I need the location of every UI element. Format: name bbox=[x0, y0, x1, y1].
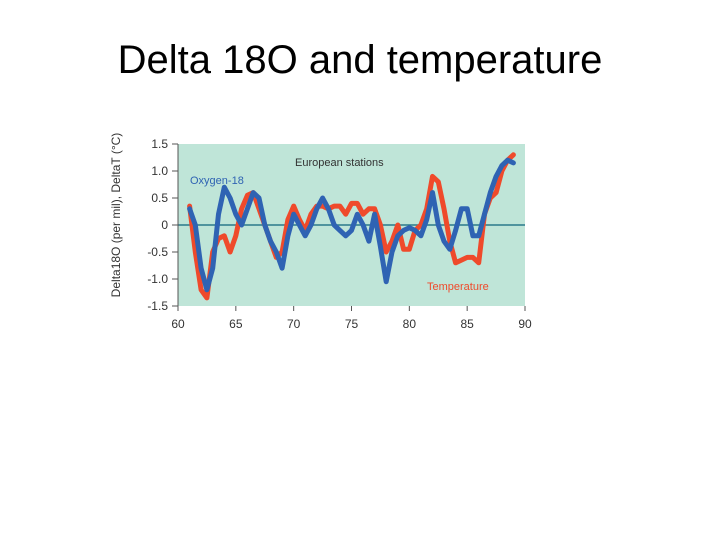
y-tick-label: 0.5 bbox=[151, 191, 168, 205]
y-axis-label: Delta18O (per mil), DeltaT (°C) bbox=[109, 133, 123, 298]
temperature-label: Temperature bbox=[427, 281, 489, 293]
oxygen-18-label: Oxygen-18 bbox=[190, 175, 244, 187]
slide-title: Delta 18O and temperature bbox=[117, 38, 603, 82]
x-tick-label: 85 bbox=[460, 317, 474, 331]
y-tick-label: -1.0 bbox=[147, 272, 168, 286]
chart-title: European stations bbox=[295, 157, 384, 169]
y-tick-label: 1.5 bbox=[151, 137, 168, 151]
series-temperature-line bbox=[187, 152, 516, 301]
x-tick-label: 70 bbox=[287, 317, 301, 331]
y-tick-label: -0.5 bbox=[147, 245, 168, 259]
series-oxygen-18-line bbox=[187, 157, 516, 293]
x-tick-label: 75 bbox=[345, 317, 359, 331]
y-tick-label: -1.5 bbox=[147, 299, 168, 313]
line-chart: 1.5 1.0 0.5 0 -0.5 -1.0 -1.560 65 70 75 80 85 90 Del… bbox=[109, 133, 532, 331]
x-tick-label: 90 bbox=[518, 317, 532, 331]
y-tick-label: 0 bbox=[161, 218, 168, 232]
x-tick-label: 80 bbox=[403, 317, 417, 331]
x-tick-label: 60 bbox=[171, 317, 185, 331]
y-tick-label: 1.0 bbox=[151, 164, 168, 178]
x-tick-label: 65 bbox=[229, 317, 243, 331]
